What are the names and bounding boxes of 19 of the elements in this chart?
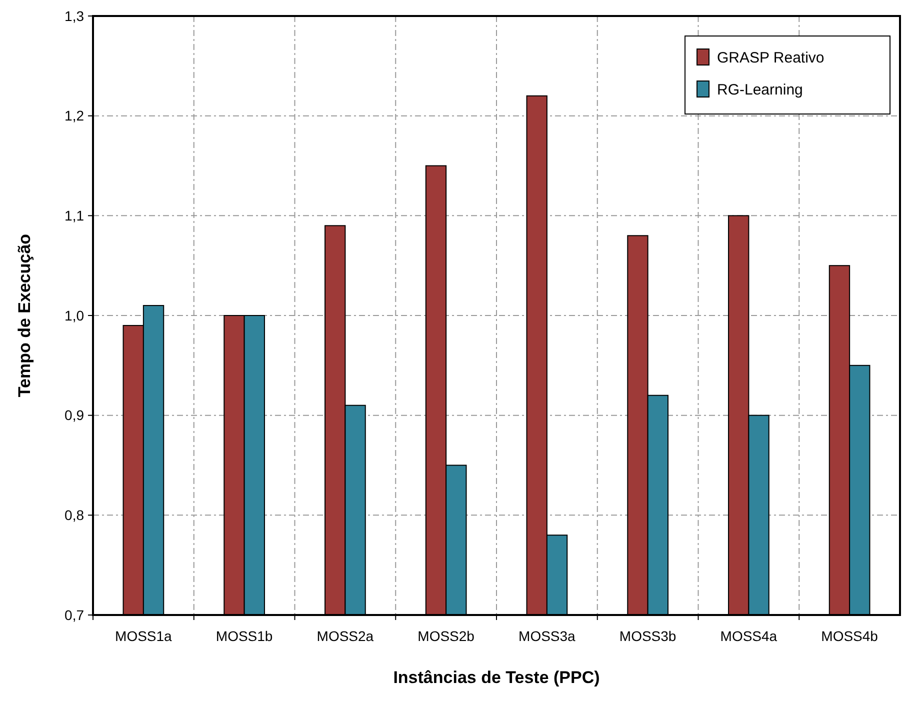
x-tick-label: MOSS3b	[619, 628, 676, 644]
legend-label: GRASP Reativo	[717, 49, 824, 66]
x-tick-label: MOSS4a	[720, 628, 778, 644]
x-tick-label: MOSS3a	[518, 628, 576, 644]
y-tick-label: 0,9	[64, 407, 84, 424]
x-tick-label: MOSS4b	[821, 628, 878, 644]
x-tick-label: MOSS2b	[418, 628, 475, 644]
x-tick-label: MOSS2a	[316, 628, 374, 644]
y-tick-label: 1,3	[64, 8, 84, 24]
y-tick-label: 0,7	[64, 606, 84, 623]
y-tick-label: 1,2	[64, 108, 84, 124]
x-tick-label: MOSS1b	[216, 628, 273, 644]
y-axis-title: Tempo de Execução	[15, 234, 34, 398]
y-tick-label: 0,8	[64, 507, 84, 524]
x-axis-title: Instâncias de Teste (PPC)	[393, 668, 600, 687]
y-tick-label: 1,1	[64, 208, 84, 224]
legend-label: RG-Learning	[717, 81, 803, 98]
x-tick-label: MOSS1a	[115, 628, 172, 644]
y-tick-label: 1,0	[64, 307, 84, 324]
